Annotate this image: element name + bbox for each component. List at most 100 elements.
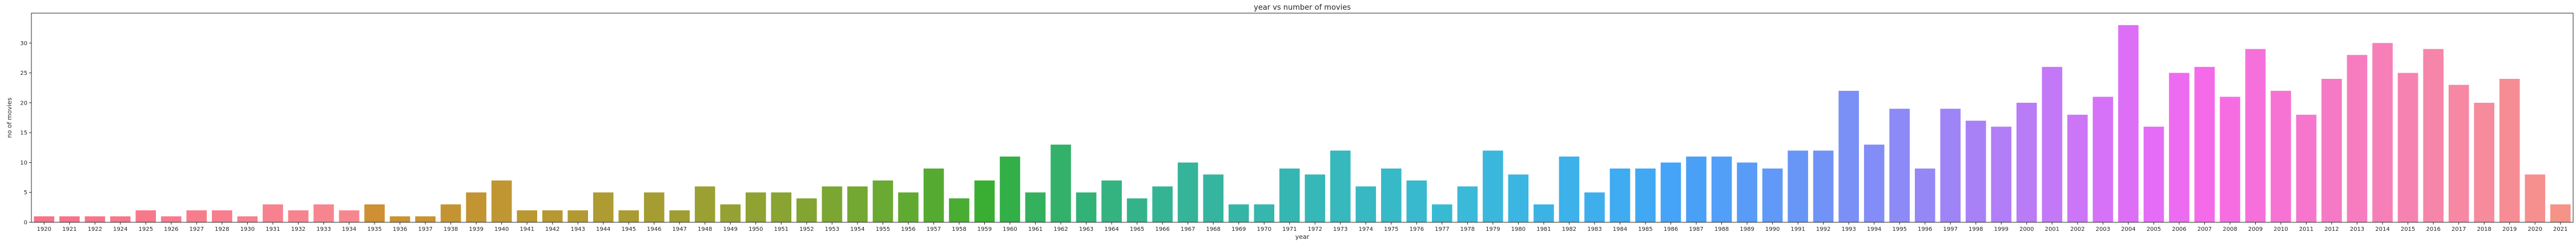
bar-1954 bbox=[847, 186, 868, 222]
bar-1939 bbox=[466, 192, 486, 222]
x-tick-label-1960: 1960 bbox=[1003, 226, 1017, 233]
x-tick-label-1931: 1931 bbox=[265, 226, 280, 233]
bar-2015 bbox=[2397, 73, 2418, 222]
x-tick-label-1920: 1920 bbox=[37, 226, 51, 233]
bar-1937 bbox=[415, 216, 436, 222]
bar-2019 bbox=[2499, 79, 2520, 222]
bar-1946 bbox=[643, 192, 665, 222]
x-tick-label-1938: 1938 bbox=[444, 226, 458, 233]
bar-1926 bbox=[161, 216, 182, 222]
bar-1931 bbox=[263, 204, 283, 222]
bar-1944 bbox=[593, 192, 614, 222]
x-tick-label-1964: 1964 bbox=[1104, 226, 1118, 233]
x-tick-label-1981: 1981 bbox=[1536, 226, 1551, 233]
x-tick-label-1988: 1988 bbox=[1714, 226, 1729, 233]
bar-1991 bbox=[1788, 150, 1808, 222]
bar-1950 bbox=[746, 192, 766, 222]
bar-1930 bbox=[237, 216, 258, 222]
bar-2016 bbox=[2423, 49, 2444, 223]
x-tick-label-2014: 2014 bbox=[2375, 226, 2389, 233]
x-tick-label-1952: 1952 bbox=[799, 226, 814, 233]
x-tick-label-1955: 1955 bbox=[876, 226, 890, 233]
bar-1993 bbox=[1838, 90, 1859, 222]
bar-1940 bbox=[491, 180, 512, 222]
x-tick-label-2002: 2002 bbox=[2070, 226, 2084, 233]
bar-1978 bbox=[1457, 186, 1478, 222]
bar-1968 bbox=[1203, 174, 1223, 222]
bar-1959 bbox=[974, 180, 995, 222]
bar-1943 bbox=[567, 210, 588, 222]
x-tick-label-1968: 1968 bbox=[1206, 226, 1220, 233]
bar-1942 bbox=[542, 210, 563, 222]
bar-1995 bbox=[1889, 109, 1910, 222]
y-tick-label-15: 15 bbox=[20, 130, 27, 137]
bar-1986 bbox=[1660, 162, 1681, 222]
x-tick-label-1966: 1966 bbox=[1155, 226, 1169, 233]
x-tick-label-2008: 2008 bbox=[2223, 226, 2237, 233]
x-tick-label-1956: 1956 bbox=[901, 226, 915, 233]
bar-1964 bbox=[1101, 180, 1122, 222]
bar-1971 bbox=[1279, 168, 1300, 222]
x-tick-label-1992: 1992 bbox=[1816, 226, 1830, 233]
x-tick-label-2006: 2006 bbox=[2172, 226, 2186, 233]
x-tick-label-2017: 2017 bbox=[2452, 226, 2466, 233]
bar-1973 bbox=[1330, 150, 1351, 222]
bar-1920 bbox=[34, 216, 55, 222]
bar-1984 bbox=[1609, 168, 1631, 222]
bar-1953 bbox=[822, 186, 843, 222]
bar-1934 bbox=[339, 210, 360, 222]
bar-1969 bbox=[1228, 204, 1249, 222]
x-tick-label-2015: 2015 bbox=[2401, 226, 2415, 233]
bar-1983 bbox=[1584, 192, 1605, 222]
bar-1932 bbox=[288, 210, 309, 222]
bar-1958 bbox=[949, 198, 969, 222]
bar-2005 bbox=[2143, 126, 2164, 222]
x-tick-label-1961: 1961 bbox=[1028, 226, 1043, 233]
x-tick-label-1998: 1998 bbox=[1969, 226, 1983, 233]
x-tick-label-1989: 1989 bbox=[1740, 226, 1754, 233]
bar-1957 bbox=[923, 168, 944, 222]
bar-1987 bbox=[1686, 156, 1706, 222]
y-tick-label-5: 5 bbox=[24, 190, 27, 196]
bar-1936 bbox=[389, 216, 410, 222]
x-tick-label-2010: 2010 bbox=[2273, 226, 2288, 233]
x-tick-label-1973: 1973 bbox=[1333, 226, 1347, 233]
x-tick-label-1951: 1951 bbox=[774, 226, 788, 233]
x-tick-label-1935: 1935 bbox=[367, 226, 381, 233]
bar-1935 bbox=[364, 204, 385, 222]
x-tick-label-1950: 1950 bbox=[748, 226, 763, 233]
bar-1956 bbox=[898, 192, 919, 222]
bar-2002 bbox=[2067, 114, 2088, 222]
bars-layer bbox=[34, 25, 2571, 223]
x-tick-label-1943: 1943 bbox=[570, 226, 585, 233]
bar-1952 bbox=[796, 198, 817, 222]
bar-1981 bbox=[1533, 204, 1554, 222]
x-tick-label-1940: 1940 bbox=[494, 226, 509, 233]
x-tick-label-1978: 1978 bbox=[1460, 226, 1475, 233]
bar-1997 bbox=[1940, 109, 1961, 222]
x-tick-label-1975: 1975 bbox=[1384, 226, 1398, 233]
bar-2009 bbox=[2245, 49, 2266, 223]
x-tick-label-1990: 1990 bbox=[1765, 226, 1780, 233]
x-tick-label-1980: 1980 bbox=[1511, 226, 1526, 233]
x-tick-label-2000: 2000 bbox=[2019, 226, 2034, 233]
bar-1970 bbox=[1254, 204, 1275, 222]
x-axis-label: year bbox=[1295, 233, 1310, 241]
bar-1938 bbox=[440, 204, 461, 222]
bar-1996 bbox=[1914, 168, 1935, 222]
bar-1965 bbox=[1126, 198, 1148, 222]
bar-2000 bbox=[2016, 102, 2037, 222]
bar-1994 bbox=[1863, 145, 1885, 222]
x-tick-label-2021: 2021 bbox=[2553, 226, 2567, 233]
y-tick-label-10: 10 bbox=[20, 160, 27, 166]
x-tick-label-2013: 2013 bbox=[2350, 226, 2364, 233]
x-axis: 1920 1921 1922 1924 1925 1926 1927 1928 1930 1931… bbox=[37, 222, 2567, 233]
x-tick-label-2001: 2001 bbox=[2045, 226, 2059, 233]
bar-1979 bbox=[1483, 150, 1503, 222]
x-tick-label-1942: 1942 bbox=[545, 226, 560, 233]
y-tick-label-30: 30 bbox=[20, 41, 27, 47]
bar-1921 bbox=[59, 216, 80, 222]
x-tick-label-1969: 1969 bbox=[1231, 226, 1246, 233]
y-tick-label-0: 0 bbox=[24, 220, 27, 226]
x-tick-label-1974: 1974 bbox=[1359, 226, 1373, 233]
